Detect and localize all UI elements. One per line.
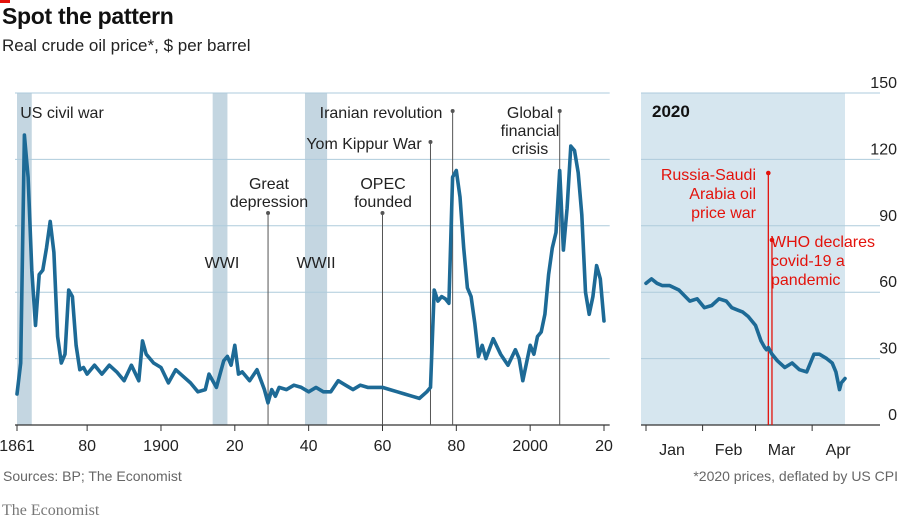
deflation-note: *2020 prices, deflated by US CPI xyxy=(693,468,898,484)
x-tick-label-left: 1861 xyxy=(0,438,35,455)
annotation-label-1: OPEC founded xyxy=(354,176,412,211)
annotation-dot-1 xyxy=(380,211,385,215)
annotation-dot-4 xyxy=(557,109,562,113)
chart-canvas: 1861 80 1900 20 40 60 80 2000 20 Great depression O… xyxy=(0,75,897,459)
y-tick-label: 60 xyxy=(879,274,897,291)
x-tick-label-right: Mar xyxy=(768,442,796,459)
red-annotation-label-1: WHO declares covid-19 a pandemic xyxy=(771,234,875,289)
shaded-period-label-0: US civil war xyxy=(20,105,104,122)
y-tick-label: 150 xyxy=(870,75,897,92)
y-tick-label: 120 xyxy=(870,141,897,158)
x-tick-label-left: 60 xyxy=(374,438,392,455)
x-tick-label-left: 20 xyxy=(226,438,244,455)
brand-bar xyxy=(0,0,10,3)
panel-2020-label: 2020 xyxy=(652,102,690,121)
annotation-label-0: Great depression xyxy=(230,176,308,211)
chart-subtitle: Real crude oil price*, $ per barrel xyxy=(2,36,251,55)
shaded-period-1 xyxy=(212,93,228,425)
annotation-label-4: Global financial crisis xyxy=(501,105,560,158)
x-tick-label-right: Feb xyxy=(715,442,743,459)
sources-note: Sources: BP; The Economist xyxy=(3,468,182,484)
x-tick-label-left: 20 xyxy=(595,438,613,455)
x-tick-label-right: Apr xyxy=(826,442,852,459)
panel-2020-background xyxy=(641,93,845,425)
chart-title: Spot the pattern xyxy=(2,3,174,29)
price-line-2020 xyxy=(644,277,847,392)
y-tick-label: 90 xyxy=(879,208,897,225)
x-tick-label-left: 40 xyxy=(300,438,318,455)
price-line-historical xyxy=(15,133,606,405)
publisher-logo: The Economist xyxy=(2,502,100,519)
x-tick-label-left: 1900 xyxy=(143,438,179,455)
annotation-label-3: Iranian revolution xyxy=(320,105,443,122)
annotation-label-2: Yom Kippur War xyxy=(306,136,422,153)
x-tick-label-left: 80 xyxy=(447,438,465,455)
shaded-period-2 xyxy=(304,93,328,425)
shaded-period-label-2: WWII xyxy=(296,255,335,272)
red-annotation-label-0: Russia-Saudi Arabia oil price war xyxy=(661,167,757,222)
shaded-period-label-1: WWI xyxy=(205,255,240,272)
x-tick-label-right: Jan xyxy=(659,442,685,459)
annotation-dot-0 xyxy=(266,211,271,215)
annotation-dot-2 xyxy=(428,140,433,144)
x-tick-label-left: 80 xyxy=(78,438,96,455)
red-annotation-dot-1 xyxy=(769,237,775,243)
x-tick-label-left: 2000 xyxy=(512,438,548,455)
y-tick-label: 0 xyxy=(888,407,897,424)
red-annotation-dot-0 xyxy=(766,170,771,176)
y-tick-label: 30 xyxy=(879,341,897,358)
annotation-dot-3 xyxy=(450,109,455,113)
